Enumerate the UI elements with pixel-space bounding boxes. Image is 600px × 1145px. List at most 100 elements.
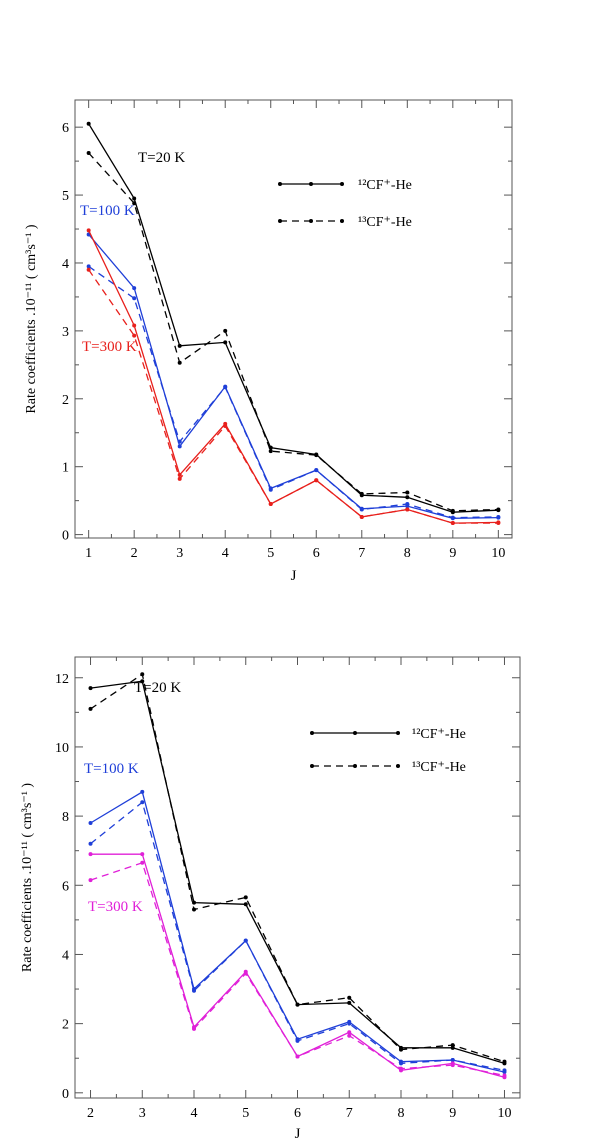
data-point [450, 1057, 455, 1062]
x-tick-label: 8 [397, 1106, 404, 1121]
series-line [86, 232, 501, 521]
series-line-path [88, 265, 499, 519]
x-tick-label: 3 [139, 1106, 146, 1121]
legend-label: ¹²CF⁺-He [412, 727, 466, 742]
data-point [398, 1061, 403, 1066]
data-point [295, 1002, 300, 1007]
temperature-annotation: T=20 K [134, 680, 181, 696]
data-point [450, 515, 455, 520]
data-point [496, 521, 501, 526]
x-tick-label: 5 [242, 1106, 249, 1121]
y-tick-label: 10 [55, 741, 69, 756]
legend-marker [396, 731, 400, 735]
temperature-annotation: T=100 K [84, 761, 139, 777]
y-tick-label: 4 [62, 257, 69, 272]
x-tick-label: 3 [176, 546, 183, 561]
y-tick-label: 2 [62, 1018, 69, 1033]
data-point [192, 907, 197, 912]
legend-marker [396, 764, 400, 768]
legend-marker [310, 764, 314, 768]
temperature-annotation: T=20 K [138, 150, 185, 166]
data-point [450, 508, 455, 513]
data-point [347, 1033, 352, 1038]
series-line [86, 267, 501, 526]
data-point [177, 360, 182, 365]
data-point [86, 264, 91, 269]
data-point [132, 333, 137, 338]
data-point [347, 1030, 352, 1035]
data-point [405, 490, 410, 495]
legend-marker [340, 182, 344, 186]
data-point [86, 150, 91, 155]
y-tick-label: 8 [62, 810, 69, 825]
data-point [140, 789, 145, 794]
data-point [450, 1063, 455, 1068]
y-tick-label: 4 [62, 948, 69, 963]
y-axis-label: Rate coefficients .10⁻¹¹ ( cm³s⁻¹ ) [24, 224, 39, 413]
x-axis-label: J [291, 568, 297, 584]
data-point [132, 201, 137, 206]
data-point [86, 267, 91, 272]
x-tick-label: 10 [497, 1106, 511, 1121]
data-point [295, 1038, 300, 1043]
y-tick-label: 2 [62, 393, 69, 408]
data-point [496, 507, 501, 512]
data-point [192, 1026, 197, 1031]
y-tick-label: 12 [55, 672, 69, 687]
series-line-path [88, 152, 499, 512]
data-point [223, 385, 228, 390]
data-point [314, 478, 319, 483]
series-line [86, 150, 501, 513]
y-axis-label: Rate coefficients .10⁻¹¹ ( cm³s⁻¹ ) [20, 783, 35, 972]
data-point [398, 1047, 403, 1052]
data-point [502, 1068, 507, 1073]
data-point [450, 521, 455, 526]
data-point [243, 971, 248, 976]
series-line-path [90, 801, 505, 1071]
x-tick-label: 2 [131, 546, 138, 561]
chart-1: 1 2 3 4 5 6 7 8 9 10 0 1 2 3 4 5 6 J Rate coefficients .10… [24, 99, 513, 584]
legend-label: ¹²CF⁺-He [358, 178, 412, 193]
data-point [243, 902, 248, 907]
data-point [359, 507, 364, 512]
data-point [88, 852, 93, 857]
temperature-annotation: T=300 K [88, 899, 143, 915]
series-line [88, 852, 507, 1080]
x-tick-label: 6 [313, 546, 320, 561]
data-point [450, 1043, 455, 1048]
legend-marker [353, 764, 357, 768]
temperature-annotation: T=100 K [80, 203, 135, 219]
data-point [359, 514, 364, 519]
x-tick-label: 7 [346, 1106, 353, 1121]
series-line-path [90, 853, 505, 1078]
data-point [177, 439, 182, 444]
data-point [140, 852, 145, 857]
legend-marker [309, 219, 313, 223]
data-point [268, 445, 273, 450]
data-point [140, 672, 145, 677]
y-tick-label: 0 [62, 1087, 69, 1102]
data-point [405, 507, 410, 512]
data-point [86, 228, 91, 233]
y-tick-label: 6 [62, 121, 69, 136]
y-tick-label: 3 [62, 325, 69, 340]
data-point [86, 121, 91, 126]
data-point [405, 502, 410, 507]
data-point [223, 423, 228, 428]
data-point [192, 988, 197, 993]
legend-marker [278, 219, 282, 223]
legend-marker [340, 219, 344, 223]
y-tick-label: 5 [62, 189, 69, 204]
data-point [88, 706, 93, 711]
data-point [192, 900, 197, 905]
y-tick-label: 6 [62, 879, 69, 894]
legend-marker [353, 731, 357, 735]
data-point [88, 686, 93, 691]
data-point [496, 514, 501, 519]
x-tick-label: 9 [449, 1106, 456, 1121]
x-tick-label: 7 [358, 546, 365, 561]
series-line [88, 860, 507, 1078]
data-point [140, 800, 145, 805]
data-point [268, 502, 273, 507]
